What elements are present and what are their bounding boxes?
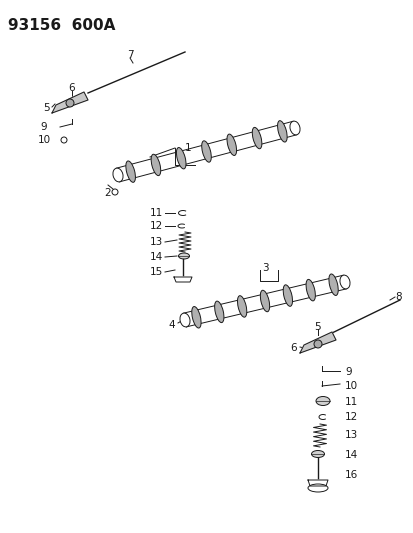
Ellipse shape — [201, 141, 211, 162]
Ellipse shape — [113, 168, 123, 182]
Text: 9: 9 — [40, 122, 47, 132]
Text: 10: 10 — [37, 135, 50, 145]
Text: 1: 1 — [184, 143, 191, 153]
Circle shape — [61, 137, 67, 143]
Polygon shape — [299, 332, 335, 353]
Text: 6: 6 — [69, 83, 75, 93]
Text: 11: 11 — [344, 397, 357, 407]
Ellipse shape — [339, 275, 349, 289]
Text: 12: 12 — [150, 221, 163, 231]
Polygon shape — [116, 121, 296, 182]
Ellipse shape — [252, 127, 261, 149]
Ellipse shape — [226, 134, 236, 156]
Ellipse shape — [214, 301, 223, 322]
Ellipse shape — [180, 313, 190, 327]
Text: 16: 16 — [344, 470, 357, 480]
Ellipse shape — [260, 290, 269, 312]
Ellipse shape — [151, 154, 160, 175]
Ellipse shape — [282, 285, 292, 306]
Text: 15: 15 — [150, 267, 163, 277]
Ellipse shape — [126, 161, 135, 182]
Ellipse shape — [178, 253, 189, 259]
Ellipse shape — [307, 484, 327, 492]
Ellipse shape — [277, 120, 287, 142]
Text: 14: 14 — [344, 450, 357, 460]
Text: 9: 9 — [344, 367, 351, 377]
Circle shape — [66, 99, 74, 107]
Ellipse shape — [237, 296, 246, 317]
Text: 2: 2 — [104, 188, 111, 198]
Polygon shape — [307, 480, 327, 486]
Text: 3: 3 — [261, 263, 268, 273]
Text: 10: 10 — [344, 381, 357, 391]
Text: 5: 5 — [44, 103, 50, 113]
Ellipse shape — [315, 397, 329, 406]
Text: 14: 14 — [150, 252, 163, 262]
Text: 93156  600A: 93156 600A — [8, 18, 115, 33]
Text: 8: 8 — [394, 292, 401, 302]
Ellipse shape — [191, 306, 201, 328]
Ellipse shape — [328, 274, 337, 295]
Text: 13: 13 — [150, 237, 163, 247]
Polygon shape — [52, 92, 88, 113]
Text: 11: 11 — [150, 208, 163, 218]
Polygon shape — [183, 275, 346, 327]
Text: 4: 4 — [168, 320, 175, 330]
Text: 5: 5 — [314, 322, 320, 332]
Text: 12: 12 — [344, 412, 357, 422]
Polygon shape — [173, 277, 192, 282]
Ellipse shape — [305, 279, 315, 301]
Circle shape — [313, 340, 321, 348]
Text: 6: 6 — [290, 343, 297, 353]
Circle shape — [112, 189, 118, 195]
Ellipse shape — [176, 148, 185, 169]
Text: 13: 13 — [344, 430, 357, 440]
Text: 7: 7 — [126, 50, 133, 60]
Ellipse shape — [311, 450, 324, 457]
Ellipse shape — [289, 121, 299, 135]
